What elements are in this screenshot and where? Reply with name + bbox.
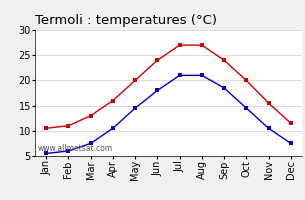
Text: www.allmetsat.com: www.allmetsat.com — [38, 144, 113, 153]
Text: Termoli : temperatures (°C): Termoli : temperatures (°C) — [35, 14, 217, 27]
